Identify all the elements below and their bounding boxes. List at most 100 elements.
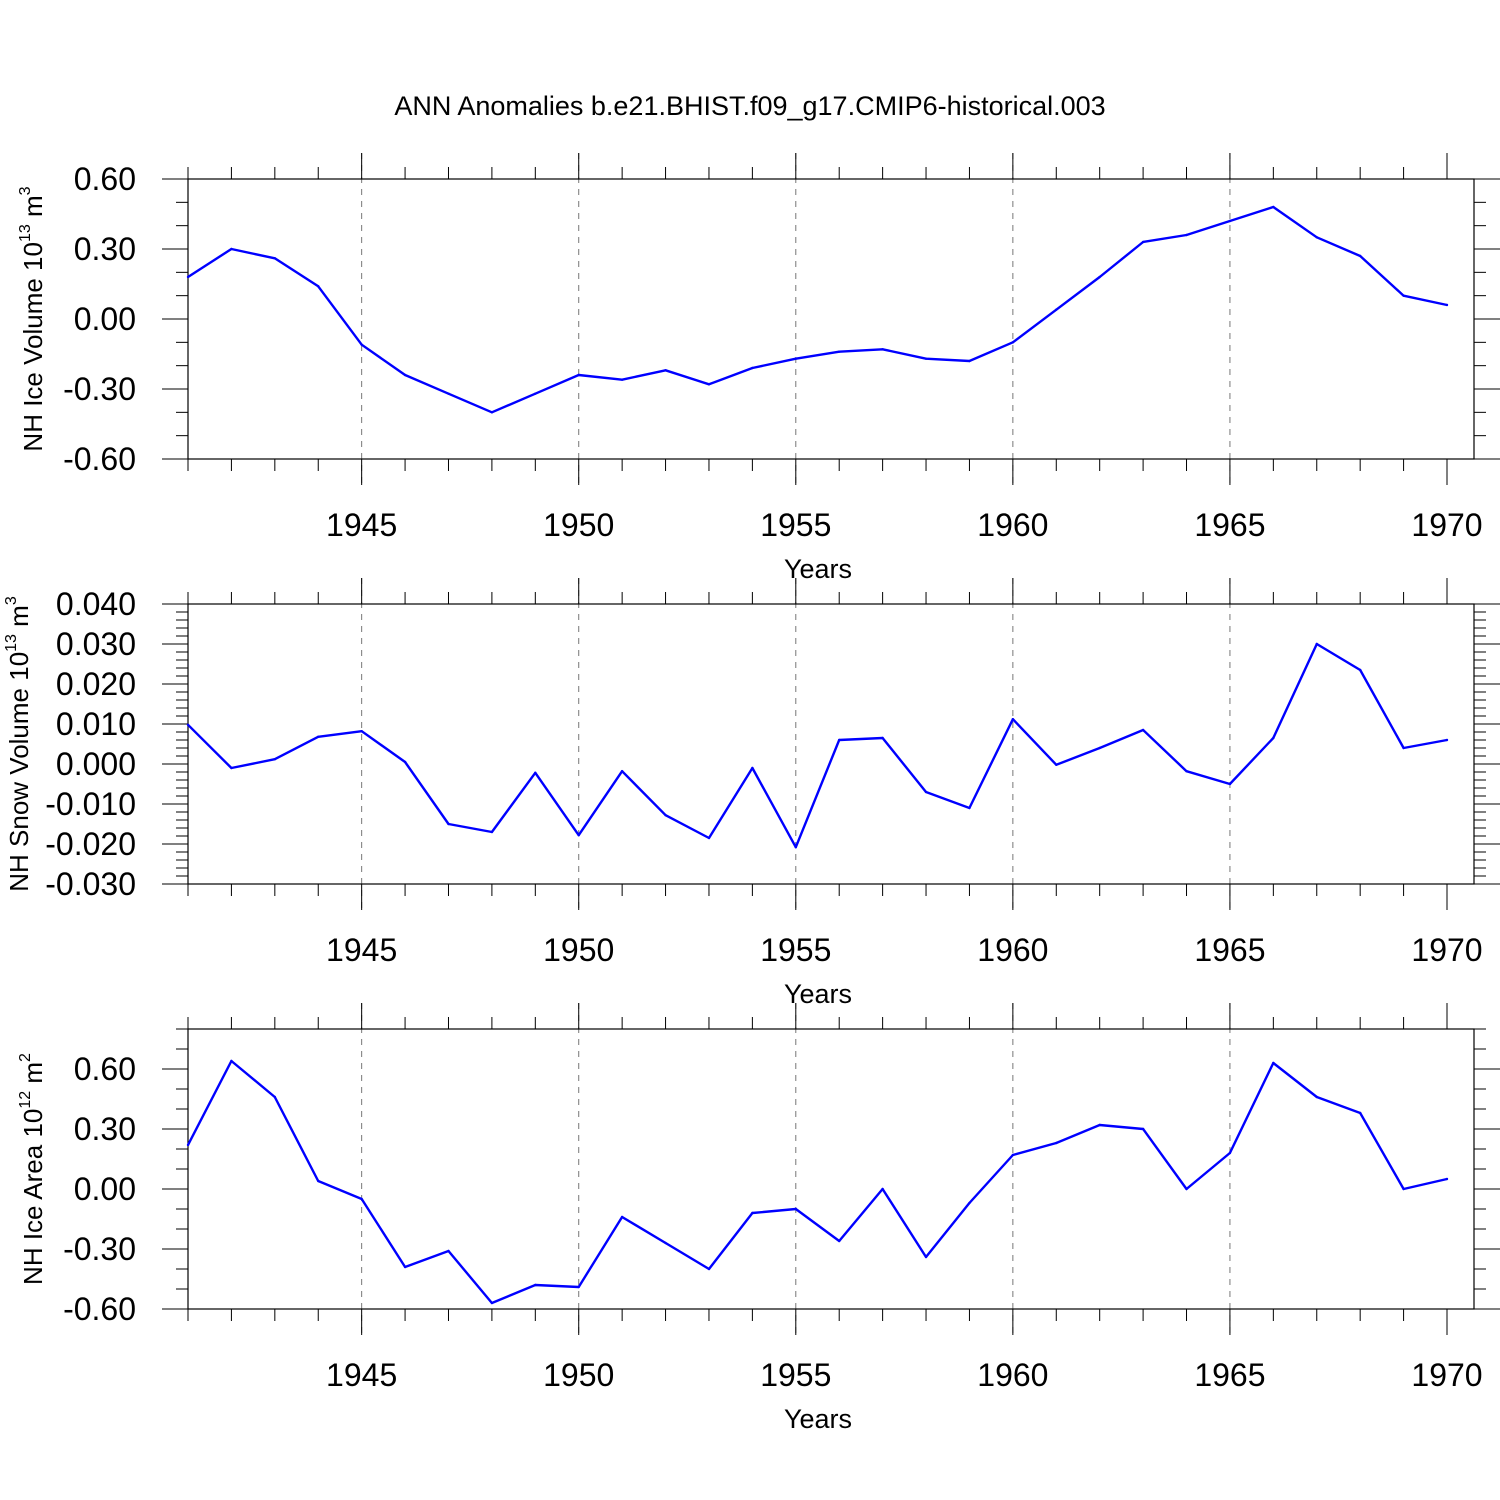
data-point [707,1267,711,1271]
data-point [838,350,841,353]
data-point [1098,746,1101,750]
plot-frame [187,1028,1475,1310]
x-tick-label: 1945 [326,507,397,543]
data-point [620,770,624,773]
x-tick-label: 1970 [1411,932,1482,968]
data-point [838,1239,841,1243]
y-tick-label: 0.030 [56,626,136,662]
data-point [186,275,190,279]
data-point [1055,308,1058,311]
data-point [230,766,233,770]
y-tick-label: 0.020 [56,666,136,702]
data-point [403,760,407,764]
data-point [534,1283,537,1287]
data-point [968,806,971,810]
data-point [1445,1177,1449,1181]
x-tick-label: 1955 [760,507,831,543]
data-point [1315,236,1318,239]
x-tick-label: 1950 [543,1357,614,1393]
data-point [707,836,711,840]
data-point [490,411,494,414]
figure-title: ANN Anomalies b.e21.BHIST.f09_g17.CMIP6-… [394,91,1105,121]
data-point [968,1201,971,1205]
data-point [317,285,320,288]
data-point [838,738,841,742]
data-point [1402,1187,1405,1191]
data-point [1445,303,1449,307]
data-point [1358,668,1362,672]
y-tick-label: -0.030 [45,866,136,902]
data-point [403,1265,407,1269]
data-point [534,771,537,774]
data-point [1098,1123,1101,1127]
data-point [1315,642,1318,646]
x-tick-label: 1945 [326,932,397,968]
y-tick-label: 0.30 [74,231,136,267]
data-point [577,834,580,837]
data-point [360,1197,363,1201]
x-tick-label: 1950 [543,507,614,543]
data-point [881,736,884,740]
y-tick-label: 0.040 [56,586,136,622]
data-point [968,359,971,363]
series-line [186,1059,1448,1305]
data-point [360,730,363,733]
y-tick-label: 0.30 [74,1111,136,1147]
data-point [577,1285,580,1289]
x-axis-label: Years [784,554,852,584]
data-point [447,822,450,826]
data-point [490,830,494,834]
data-point [534,392,537,395]
x-tick-label: 1950 [543,932,614,968]
data-point [273,1095,277,1099]
y-tick-label: 0.60 [74,1051,136,1087]
data-point [186,723,190,726]
data-point [751,366,754,370]
data-point [186,1143,190,1147]
data-point [1185,1187,1188,1191]
x-axis-label: Years [784,979,852,1009]
data-point [751,766,754,770]
x-tick-label: 1955 [760,1357,831,1393]
data-point [1228,219,1232,223]
data-point [664,814,667,817]
data-point [924,1255,928,1259]
data-point [1358,254,1362,258]
data-point [1185,233,1188,237]
data-point [924,790,928,794]
y-tick-label: 0.00 [74,301,136,337]
data-point [490,1301,494,1305]
panel-snow-volume: -0.030 -0.020 -0.010 0.000 0.010 0.020 0.030 0.… [3,578,1500,1009]
data-point [881,1187,884,1191]
data-point [360,343,363,346]
y-tick-label: -0.020 [45,826,136,862]
y-axis-label: NH Snow Volume 1013 m3 [3,596,34,892]
x-tick-label: 1955 [760,932,831,968]
panel-ice-area: -0.60 -0.30 0.00 0.30 0.60 1945 1950 1955 1960 19… [17,1003,1500,1434]
x-tick-label: 1970 [1411,1357,1482,1393]
data-point [1141,240,1145,244]
data-point [881,348,884,351]
x-axis-label: Years [784,1404,852,1434]
y-tick-label: 0.000 [56,746,136,782]
panel-ice-volume: -0.60 -0.30 0.00 0.30 0.60 1945 1950 1955 1960 19… [17,153,1500,584]
data-point [273,257,277,260]
data-point [1055,763,1058,766]
series-line [187,205,1448,414]
y-tick-label: -0.30 [63,371,136,407]
data-point [317,1179,320,1183]
x-tick-label: 1970 [1411,507,1482,543]
data-point [1141,1127,1145,1131]
data-point [1185,770,1188,773]
x-tick-label: 1965 [1194,932,1265,968]
data-point [1358,1111,1362,1115]
data-point [577,373,580,377]
y-tick-label: -0.010 [45,786,136,822]
data-point [317,735,320,738]
data-point [1011,341,1015,344]
x-tick-label: 1965 [1194,1357,1265,1393]
plot-frame [187,603,1475,885]
y-axis-label: NH Ice Volume 1013 m3 [17,186,48,451]
data-point [794,846,797,849]
data-point [447,1249,450,1253]
